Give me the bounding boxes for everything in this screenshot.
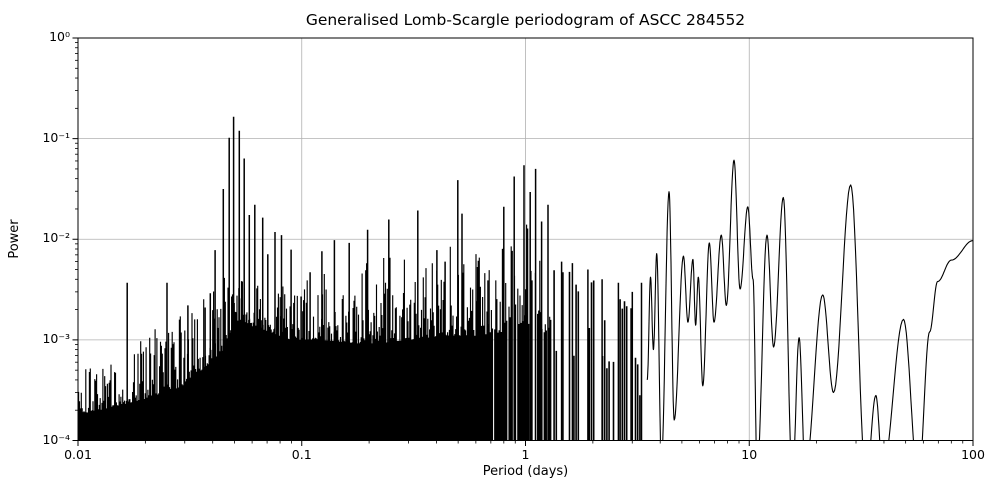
axis-ticks [72,37,974,446]
major-peaks [126,116,643,441]
noise-comb-dense [78,224,552,441]
y-tick-label-10⁻²: 10⁻² [42,230,70,246]
x-axis-label: Period (days) [482,464,569,479]
noise-comb-sparse [553,270,641,441]
x-tick-label-0.1: 0.1 [291,446,312,462]
chart-title: Generalised Lomb-Scargle periodogram of … [305,11,746,29]
x-tick-label-100: 100 [961,446,985,462]
x-tick-label-10: 10 [741,446,758,462]
y-tick-label-10⁻³: 10⁻³ [42,330,70,346]
y-tick-label-10⁻¹: 10⁻¹ [42,129,70,145]
periodogram-curve [646,159,973,441]
x-tick-label-1: 1 [521,446,530,462]
y-tick-label-10⁰: 10⁰ [49,29,70,44]
y-tick-label-10⁻⁴: 10⁻⁴ [42,431,70,447]
x-tick-label-0.01: 0.01 [64,446,92,462]
